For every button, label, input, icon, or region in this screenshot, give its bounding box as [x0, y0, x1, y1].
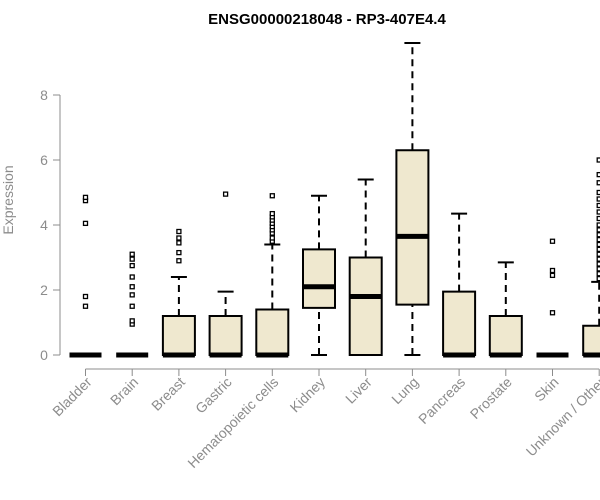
outlier-point [596, 232, 600, 238]
outlier-point [129, 292, 135, 298]
box-skin [536, 238, 569, 358]
outlier-point [596, 241, 600, 248]
outlier-point [596, 157, 600, 163]
outlier-point [82, 293, 89, 300]
box-hematopoietic-cells [255, 193, 290, 358]
outlier-point [269, 193, 275, 199]
outlier-point [549, 310, 556, 316]
outlier-point [129, 251, 135, 257]
outlier-point [129, 262, 135, 269]
outlier-point [596, 215, 600, 222]
outlier-point [176, 228, 182, 235]
outlier-point [596, 266, 600, 272]
outlier-point [82, 303, 89, 309]
x-tick-label: Kidney [287, 374, 329, 416]
outlier-point [596, 227, 600, 233]
plot-area [69, 42, 600, 358]
outlier-point [596, 251, 600, 257]
x-tick-label: Bladder [49, 374, 95, 420]
box-lung [395, 42, 430, 356]
outlier-point [596, 196, 600, 202]
outlier-point [176, 240, 182, 246]
box-breast [161, 228, 196, 358]
outlier-point [82, 194, 89, 201]
outlier-point [269, 235, 275, 241]
outlier-point [129, 318, 135, 324]
outlier-point [596, 222, 600, 228]
x-tick-label: Brain [107, 374, 141, 408]
box-body [488, 315, 523, 356]
box-bladder [69, 194, 102, 358]
box-body [348, 256, 383, 356]
x-tick-label: Hematopoietic cells [184, 374, 281, 471]
outlier-point [269, 210, 275, 217]
x-tick-label: Skin [531, 374, 562, 405]
outlier-point [596, 271, 600, 277]
x-tick-label: Gastric [192, 374, 235, 417]
box-liver [348, 178, 383, 356]
y-tick-label: 4 [40, 217, 48, 233]
outlier-point [596, 256, 600, 262]
box-pancreas [442, 212, 477, 358]
outlier-point [129, 274, 135, 280]
box-kidney [302, 194, 336, 356]
x-tick-label: Liver [342, 374, 375, 407]
box-body [302, 248, 336, 309]
box-body [161, 315, 196, 356]
outlier-point [82, 220, 89, 227]
outlier-point [596, 180, 600, 186]
outlier-point [129, 284, 135, 290]
box-brain [116, 251, 149, 358]
box-body [442, 290, 477, 356]
outlier-point [596, 171, 600, 178]
outlier-point [549, 267, 556, 274]
outlier-point [176, 258, 182, 264]
outlier-point [596, 246, 600, 253]
outlier-point [596, 202, 600, 209]
box-unknown-other [582, 157, 600, 358]
x-tick-label: Breast [148, 374, 188, 414]
box-body [395, 149, 430, 306]
box-body [255, 308, 290, 356]
box-body [208, 315, 243, 356]
outlier-point [549, 238, 556, 244]
outlier-point [129, 256, 135, 262]
outlier-point [596, 236, 600, 243]
box-prostate [488, 261, 523, 358]
outlier-point [176, 235, 182, 241]
y-tick-label: 8 [40, 87, 48, 103]
box-body [582, 324, 600, 356]
outlier-point [549, 272, 556, 279]
outlier-point [596, 209, 600, 215]
box-gastric [208, 191, 243, 358]
y-tick-label: 6 [40, 152, 48, 168]
outlier-point [176, 249, 182, 256]
outlier-point [596, 261, 600, 267]
outlier-point [596, 275, 600, 282]
chart-title: ENSG00000218048 - RP3-407E4.4 [208, 11, 446, 28]
outlier-point [222, 191, 229, 197]
x-tick-label: Pancreas [415, 374, 468, 427]
y-axis-label: Expression [0, 165, 16, 234]
y-axis: 0 2 4 6 8 [40, 87, 61, 363]
y-tick-label: 2 [40, 282, 48, 298]
outlier-point [129, 303, 135, 309]
x-tick-label: Prostate [467, 374, 515, 422]
x-tick-label: Unknown / Other [523, 374, 600, 460]
outlier-point [596, 189, 600, 196]
x-tick-label: Lung [388, 374, 421, 407]
y-tick-label: 0 [40, 347, 48, 363]
